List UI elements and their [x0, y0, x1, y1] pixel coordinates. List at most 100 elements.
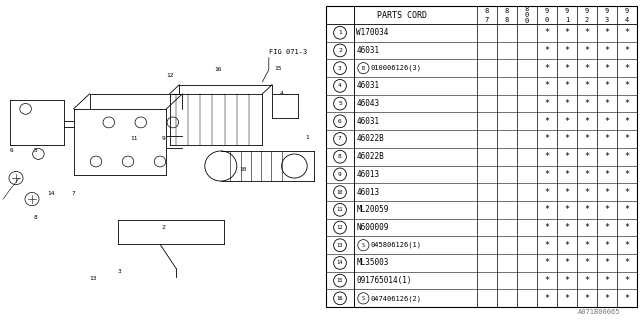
Text: *: * [564, 259, 570, 268]
Text: *: * [624, 117, 629, 126]
Text: 16: 16 [337, 296, 343, 301]
Text: 4: 4 [338, 84, 342, 88]
Text: 7: 7 [72, 191, 76, 196]
Text: *: * [584, 188, 589, 196]
Text: 1: 1 [338, 30, 342, 35]
Text: 46031: 46031 [356, 117, 380, 126]
Text: *: * [544, 81, 549, 90]
Text: 8: 8 [33, 215, 37, 220]
Text: *: * [584, 152, 589, 161]
Text: 11: 11 [337, 207, 343, 212]
Text: A071B00065: A071B00065 [579, 309, 621, 315]
Text: *: * [564, 46, 570, 55]
Text: 9: 9 [564, 8, 569, 14]
Text: 0: 0 [525, 18, 529, 24]
Text: *: * [584, 241, 589, 250]
Text: *: * [584, 223, 589, 232]
Text: *: * [604, 134, 609, 143]
Text: *: * [604, 46, 609, 55]
Text: *: * [544, 170, 549, 179]
Text: *: * [624, 81, 629, 90]
Text: *: * [604, 241, 609, 250]
Text: 6: 6 [10, 148, 13, 154]
Text: 8: 8 [505, 17, 509, 22]
Text: 8: 8 [484, 8, 489, 14]
Text: *: * [584, 259, 589, 268]
Text: *: * [604, 276, 609, 285]
Text: *: * [544, 241, 549, 250]
Text: 7: 7 [484, 17, 489, 22]
Text: *: * [564, 64, 570, 73]
Text: 045806126(1): 045806126(1) [371, 242, 422, 248]
Text: 46031: 46031 [356, 81, 380, 90]
Text: *: * [624, 64, 629, 73]
Text: *: * [564, 81, 570, 90]
Text: *: * [624, 152, 629, 161]
Text: *: * [544, 28, 549, 37]
Text: 4: 4 [625, 17, 629, 22]
Text: *: * [584, 117, 589, 126]
Text: *: * [604, 28, 609, 37]
Text: 1: 1 [564, 17, 569, 22]
Text: *: * [604, 223, 609, 232]
Text: *: * [544, 205, 549, 214]
Text: *: * [544, 152, 549, 161]
Text: 15: 15 [275, 66, 282, 71]
Text: 9: 9 [338, 172, 342, 177]
Text: *: * [564, 134, 570, 143]
Text: 5: 5 [338, 101, 342, 106]
Text: FIG 071-3: FIG 071-3 [269, 49, 307, 55]
Text: S: S [362, 243, 365, 248]
Text: *: * [564, 276, 570, 285]
Text: *: * [584, 46, 589, 55]
Text: 3: 3 [338, 66, 342, 71]
Text: B: B [362, 66, 365, 71]
Text: 3: 3 [605, 17, 609, 22]
Text: 4: 4 [280, 91, 284, 96]
Text: 46031: 46031 [356, 46, 380, 55]
Text: W170034: W170034 [356, 28, 388, 37]
Text: 14: 14 [337, 260, 343, 265]
Text: *: * [584, 170, 589, 179]
Text: *: * [564, 117, 570, 126]
Text: *: * [584, 276, 589, 285]
Text: *: * [564, 294, 570, 303]
Text: 2: 2 [585, 17, 589, 22]
Text: *: * [624, 294, 629, 303]
Text: 14: 14 [47, 191, 55, 196]
Text: *: * [624, 46, 629, 55]
Text: 16: 16 [214, 67, 221, 72]
Text: 8: 8 [525, 6, 529, 12]
Text: *: * [604, 99, 609, 108]
Text: 46013: 46013 [356, 188, 380, 196]
Text: 13: 13 [337, 243, 343, 248]
Text: 46022B: 46022B [356, 152, 384, 161]
Text: *: * [624, 259, 629, 268]
Text: *: * [544, 99, 549, 108]
Text: *: * [604, 259, 609, 268]
Text: *: * [544, 117, 549, 126]
Text: 3: 3 [118, 269, 122, 274]
Text: *: * [584, 28, 589, 37]
Text: 12: 12 [166, 73, 173, 78]
Text: *: * [544, 223, 549, 232]
Text: 10: 10 [239, 166, 247, 172]
Text: *: * [584, 294, 589, 303]
Text: 8: 8 [338, 154, 342, 159]
Text: 9: 9 [161, 136, 165, 141]
Text: *: * [624, 28, 629, 37]
Text: *: * [624, 134, 629, 143]
Text: 9: 9 [625, 8, 629, 14]
Text: 7: 7 [338, 137, 342, 141]
Text: 047406126(2): 047406126(2) [371, 295, 422, 301]
Text: *: * [544, 259, 549, 268]
Text: 1: 1 [305, 135, 309, 140]
Text: *: * [604, 81, 609, 90]
Text: *: * [544, 64, 549, 73]
Text: 8: 8 [505, 8, 509, 14]
Text: *: * [564, 205, 570, 214]
Text: 010006126(3): 010006126(3) [371, 65, 422, 71]
Text: *: * [544, 276, 549, 285]
Text: *: * [564, 223, 570, 232]
Text: *: * [604, 117, 609, 126]
